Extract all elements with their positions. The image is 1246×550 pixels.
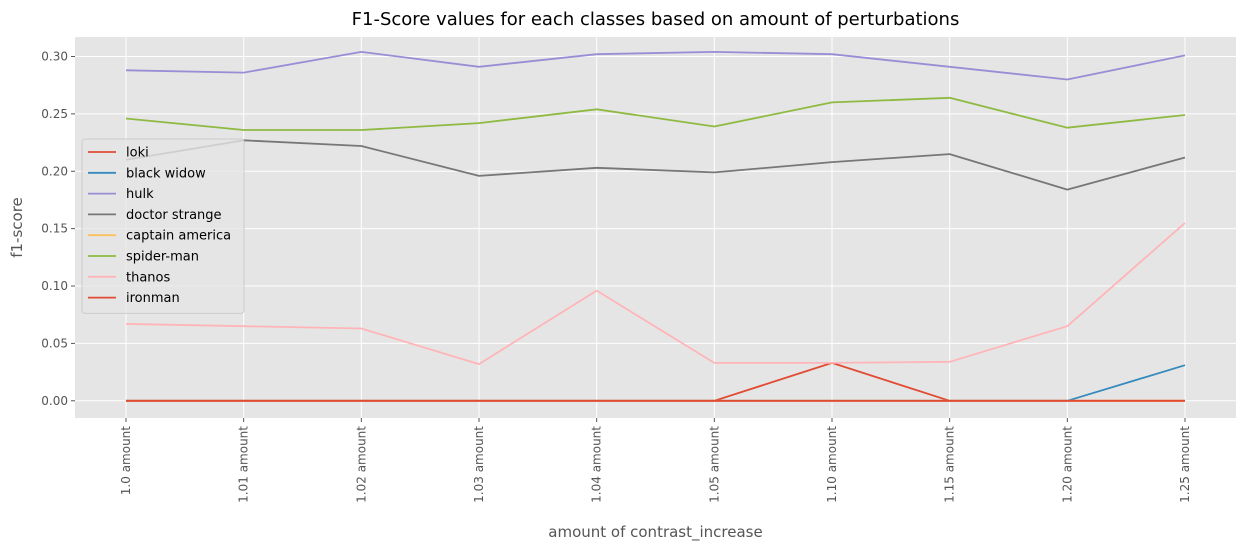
y-tick-label: 0.10 [41,279,68,293]
x-tick-label: 1.25 amount [1178,426,1192,503]
y-tick-label: 0.05 [41,336,68,350]
series-line-spider-man [125,96,1186,131]
y-tick-label: 0.25 [41,107,68,121]
y-tick-label: 0.30 [41,50,68,64]
legend-box [81,138,245,314]
series-line-hulk [125,51,1186,81]
y-tick-label: 0.00 [41,394,68,408]
legend-entry: hulk [126,187,154,202]
legend-entry: doctor strange [126,208,222,223]
x-tick-label: 1.0 amount [119,426,133,495]
x-axis-label: amount of contrast_increase [548,523,762,542]
x-axis-ticks: 1.0 amount 1.01 amount 1.02 amount 1.03 amo… [119,418,1192,503]
x-tick-label: 1.20 amount [1060,426,1074,503]
x-tick-label: 1.05 amount [707,426,721,503]
y-tick-label: 0.20 [41,164,68,178]
legend-entry: thanos [126,270,170,285]
series-lines [125,51,1186,402]
chart-title: F1-Score values for each classes based o… [352,9,960,30]
x-tick-label: 1.03 amount [472,426,486,503]
legend-entry: loki [126,146,149,161]
plot-area [75,37,1236,418]
legend-entry: ironman [126,291,180,306]
series-line-doctor-strange [125,139,1186,191]
legend-entry: spider-man [126,250,199,265]
x-tick-label: 1.10 amount [825,426,839,503]
legend-entry: black widow [126,166,206,181]
y-axis-ticks: 0.00 0.05 0.10 0.15 0.20 0.25 0.30 [41,50,75,408]
x-tick-label: 1.04 amount [590,426,604,503]
x-tick-label: 1.15 amount [943,426,957,503]
legend: loki black widow hulk doctor strange captain… [81,138,245,314]
legend-entry: captain america [126,229,231,244]
y-axis-label: f1-score [8,197,26,258]
x-tick-label: 1.02 amount [354,426,368,503]
series-line-thanos [125,222,1186,366]
y-tick-label: 0.15 [41,222,68,236]
x-tick-label: 1.01 amount [237,426,251,503]
